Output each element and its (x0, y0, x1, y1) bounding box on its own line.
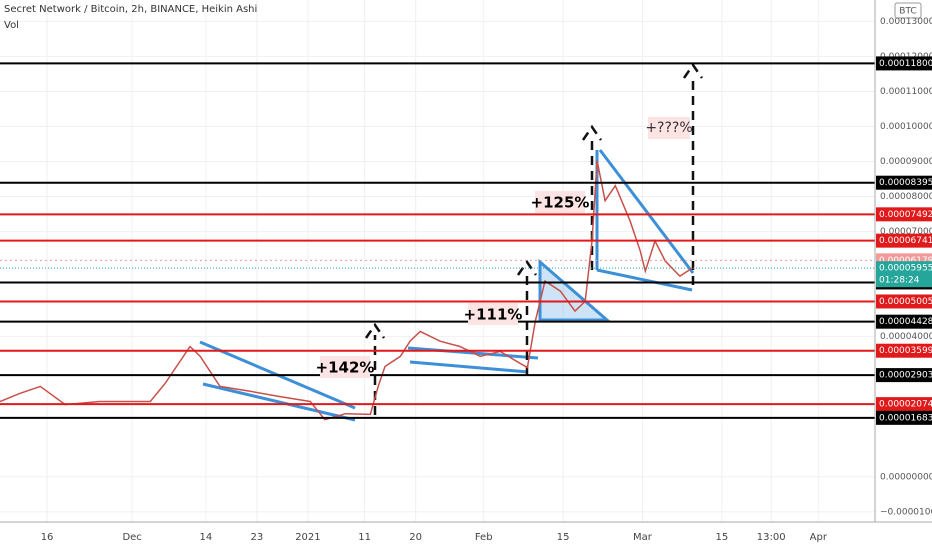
x-tick-label: 15 (716, 532, 729, 543)
x-tick-label: Mar (633, 532, 653, 543)
drawings (199, 149, 695, 422)
level-label: 0.00008395 (879, 178, 932, 188)
high-label: 0.00006179 (879, 256, 932, 266)
y-tick-label: 0.00011000 (880, 87, 932, 97)
annotation-box (320, 356, 370, 378)
level-label: 0.00005005 (879, 297, 932, 307)
y-tick-label: −0.00001000 (880, 507, 932, 517)
y-tick-label: 0.00000000 (880, 472, 932, 482)
level-label: 0.00007492 (879, 210, 932, 220)
annotations: +142% +111% +125% +???% (316, 117, 693, 378)
x-tick-label: Dec (122, 532, 141, 543)
level-label-box (876, 233, 932, 248)
level-label: 0.00004428 (879, 317, 932, 327)
arrow-head (516, 259, 538, 276)
volume-label: Vol (4, 20, 19, 31)
chart-title: Secret Network / Bitcoin, 2h, BINANCE, H… (4, 4, 257, 15)
trendline (598, 149, 695, 274)
level-label-box (876, 207, 932, 222)
triangle (538, 258, 612, 322)
x-tick-label: Feb (475, 532, 493, 543)
arrow-head (682, 62, 704, 79)
trendline (202, 382, 356, 422)
trendline (409, 360, 529, 374)
x-tick-label: 23 (251, 532, 264, 543)
level-label-box (876, 314, 932, 329)
x-tick-label: 11 (358, 532, 371, 543)
projections (364, 62, 704, 415)
level-label-box (876, 368, 932, 383)
y-tick-label: 0.00007000 (880, 227, 932, 237)
level-label: 0.00003599 (879, 346, 932, 356)
y-tick-label: 0.00010000 (880, 122, 932, 132)
annotation: +125% (531, 194, 590, 212)
annotation: +???% (645, 120, 692, 136)
x-tick-label: Apr (810, 532, 828, 543)
grid (0, 0, 875, 522)
level-label-box (876, 410, 932, 425)
y-tick-label: 0.00004000 (880, 332, 932, 342)
level-label: 0.00001683 (879, 413, 932, 423)
level-label: 0.00002074 (879, 400, 932, 410)
y-tick-label: 0.00009000 (880, 157, 932, 167)
level-label-box (876, 56, 932, 71)
level-label: 0.00006741 (879, 236, 932, 246)
x-tick-label: 20 (409, 532, 422, 543)
price-line (0, 160, 693, 421)
y-tick-label: 0.00013000 (880, 17, 932, 27)
level-label: 0.00011800 (879, 59, 932, 69)
last-price-label: 0.00005955 (879, 264, 932, 274)
x-tick-label: 13:00 (757, 532, 786, 543)
plot (0, 62, 875, 421)
x-tick-label: 14 (199, 532, 212, 543)
currency: BTC (899, 7, 916, 17)
annotation-box (648, 117, 690, 139)
x-tick-label: 16 (41, 532, 54, 543)
price-axis: 0.000130000.000120000.000110000.00010000… (876, 17, 932, 517)
annotation-box (468, 303, 518, 325)
trendline (596, 268, 693, 292)
level-label-box (876, 175, 932, 190)
currency-box (894, 2, 922, 19)
annotation: +111% (464, 306, 523, 324)
annotation-box (535, 191, 585, 213)
level-label-box (876, 397, 932, 412)
x-tick-label: 2021 (295, 532, 320, 543)
countdown: 01:28:24 (879, 276, 920, 286)
level-label-box (876, 294, 932, 309)
annotation: +142% (316, 359, 375, 377)
level-label-box (876, 343, 932, 358)
level-label: 0.00002903 (879, 371, 932, 381)
arrow-head (364, 322, 386, 339)
x-tick-label: 15 (557, 532, 570, 543)
arrow-head (581, 124, 603, 141)
last-price-box (876, 261, 932, 288)
y-tick-label: 0.00008000 (880, 192, 932, 202)
